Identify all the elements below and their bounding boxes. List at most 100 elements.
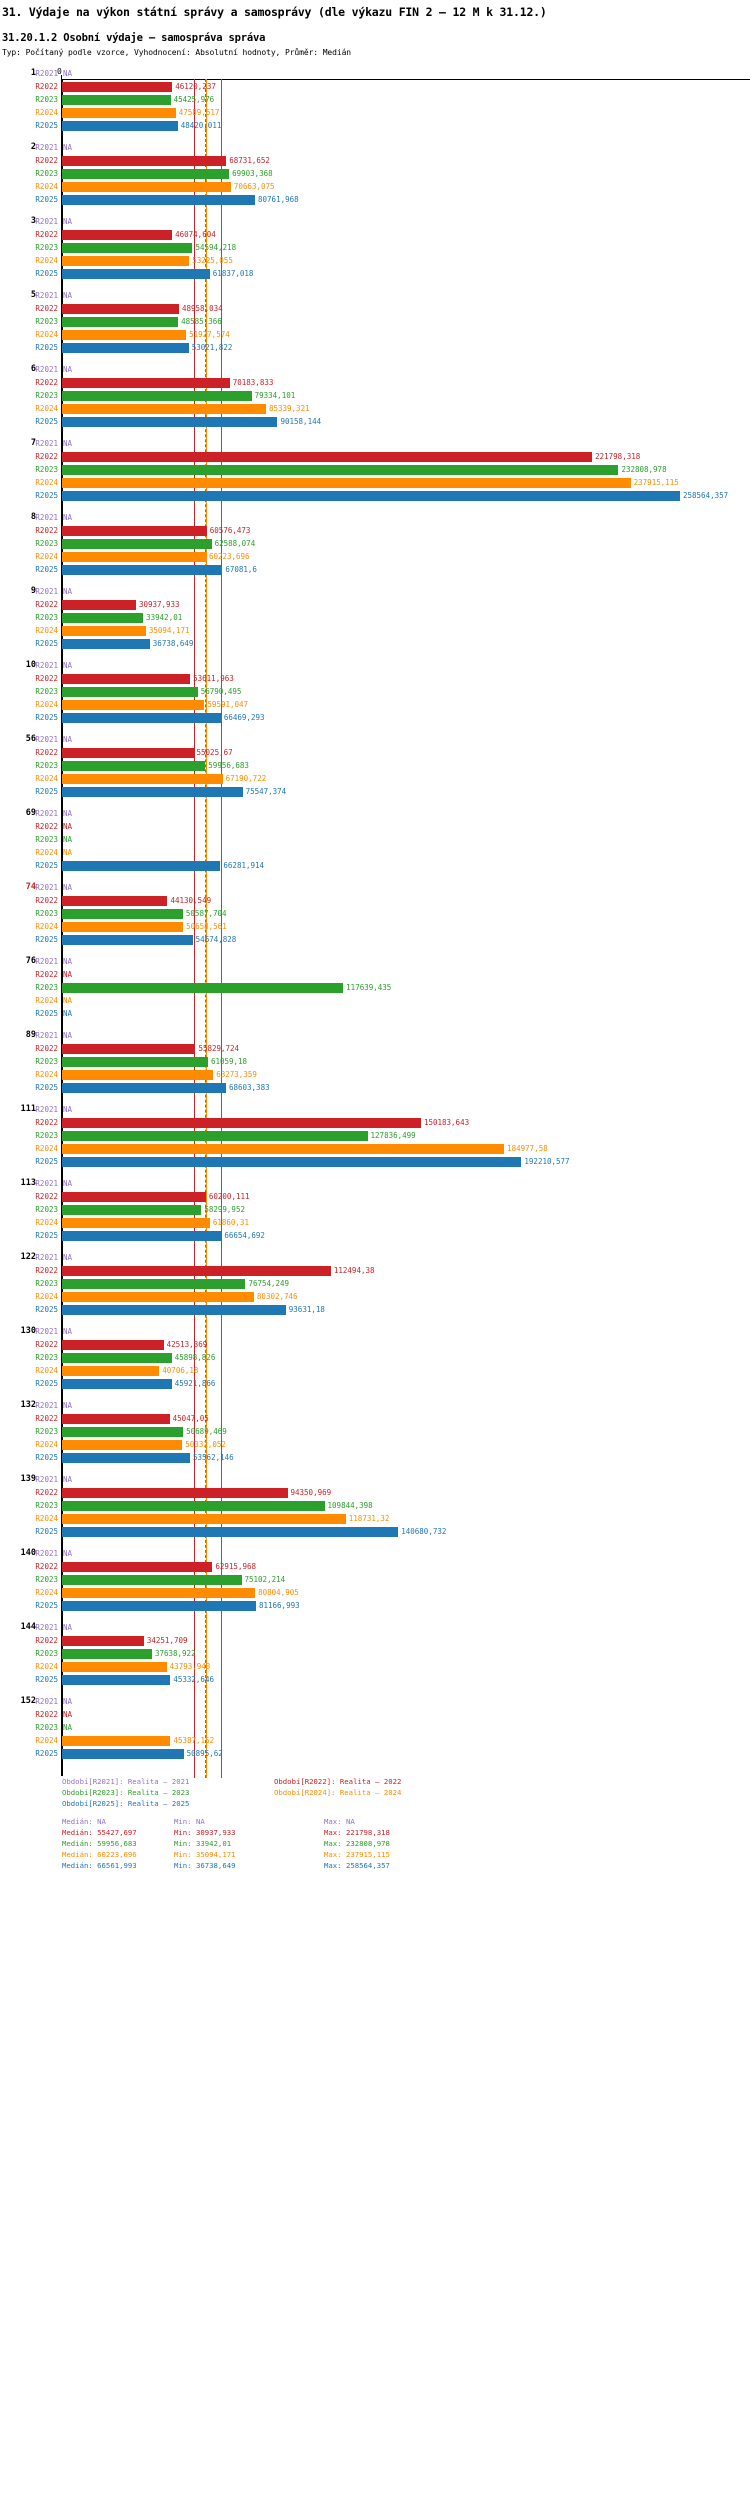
bar-row: R2023 59956,683	[0, 759, 750, 772]
bar[interactable]	[62, 712, 221, 723]
bar[interactable]	[62, 1674, 171, 1685]
bar[interactable]	[62, 451, 593, 462]
bar[interactable]	[62, 107, 176, 118]
bar[interactable]	[62, 686, 198, 697]
bar[interactable]	[62, 403, 266, 414]
bar[interactable]	[62, 1561, 213, 1572]
bar-group: 1 R2021 NA R2022 46120,237 R2023 45425,976 R202…	[0, 67, 750, 132]
bar[interactable]	[62, 551, 206, 562]
bar[interactable]	[62, 1439, 183, 1450]
bar[interactable]	[62, 673, 191, 684]
bar[interactable]	[62, 1426, 184, 1437]
bar[interactable]	[62, 1143, 505, 1154]
bar-value-label: 117639,435	[346, 983, 392, 992]
bar[interactable]	[62, 1378, 172, 1389]
bar[interactable]	[62, 268, 210, 279]
bar[interactable]	[62, 934, 193, 945]
bar[interactable]	[62, 747, 194, 758]
bar[interactable]	[62, 377, 230, 388]
bar[interactable]	[62, 1191, 206, 1202]
bar[interactable]	[62, 329, 187, 340]
bar[interactable]	[62, 1574, 242, 1585]
bar[interactable]	[62, 1500, 325, 1511]
bar[interactable]	[62, 1117, 421, 1128]
bar[interactable]	[62, 120, 178, 131]
bar[interactable]	[62, 1069, 214, 1080]
bar[interactable]	[62, 1413, 170, 1424]
bar[interactable]	[62, 1265, 331, 1276]
bar-row: R2023 45898,826	[0, 1351, 750, 1364]
bar[interactable]	[62, 1230, 222, 1241]
bar[interactable]	[62, 760, 206, 771]
bar-value-label: 94350,969	[290, 1488, 332, 1497]
bar[interactable]	[62, 786, 243, 797]
bar[interactable]	[62, 1526, 399, 1537]
bar[interactable]	[62, 895, 168, 906]
bar[interactable]	[62, 303, 179, 314]
bar[interactable]	[62, 1635, 144, 1646]
bar[interactable]	[62, 1082, 226, 1093]
bar[interactable]	[62, 94, 171, 105]
bar[interactable]	[62, 599, 136, 610]
bar[interactable]	[62, 1278, 246, 1289]
bar[interactable]	[62, 1600, 256, 1611]
bar[interactable]	[62, 316, 179, 327]
bar[interactable]	[62, 81, 173, 92]
bar-value-label: 61860,31	[212, 1218, 249, 1227]
bar[interactable]	[62, 1452, 191, 1463]
bar[interactable]	[62, 1735, 171, 1746]
bar[interactable]	[62, 1217, 210, 1228]
series-label: R2024	[35, 552, 58, 561]
bar[interactable]	[62, 242, 193, 253]
bar[interactable]	[62, 860, 221, 871]
bar-value-label: 56790,495	[200, 687, 242, 696]
bar[interactable]	[62, 564, 223, 575]
bar[interactable]	[62, 1352, 172, 1363]
bar[interactable]	[62, 477, 631, 488]
series-label: R2021	[35, 365, 58, 374]
bar[interactable]	[62, 612, 144, 623]
bar-row: R2023 58299,952	[0, 1203, 750, 1216]
bar[interactable]	[62, 921, 184, 932]
bar[interactable]	[62, 1204, 202, 1215]
bar[interactable]	[62, 982, 344, 993]
bar[interactable]	[62, 229, 173, 240]
bar[interactable]	[62, 1648, 152, 1659]
bar[interactable]	[62, 490, 680, 501]
series-label: R2022	[35, 1118, 58, 1127]
bar[interactable]	[62, 168, 230, 179]
bar[interactable]	[62, 1339, 164, 1350]
bar[interactable]	[62, 625, 146, 636]
bar[interactable]	[62, 1748, 184, 1759]
series-label: R2021	[35, 735, 58, 744]
bar[interactable]	[62, 1513, 346, 1524]
bar[interactable]	[62, 1661, 167, 1672]
bar[interactable]	[62, 181, 231, 192]
bar[interactable]	[62, 773, 223, 784]
bar[interactable]	[62, 416, 278, 427]
series-label: R2024	[35, 1736, 58, 1745]
bar[interactable]	[62, 538, 212, 549]
group-gap	[0, 1094, 750, 1103]
bar[interactable]	[62, 464, 619, 475]
bar[interactable]	[62, 1043, 196, 1054]
bar[interactable]	[62, 1130, 368, 1141]
bar[interactable]	[62, 1156, 522, 1167]
na-value: NA	[63, 217, 73, 226]
bar[interactable]	[62, 1056, 208, 1067]
bar[interactable]	[62, 699, 205, 710]
bar[interactable]	[62, 390, 252, 401]
bar-value-label: 76754,249	[248, 1279, 290, 1288]
bar[interactable]	[62, 908, 183, 919]
bar[interactable]	[62, 155, 227, 166]
bar[interactable]	[62, 1291, 254, 1302]
bar[interactable]	[62, 638, 150, 649]
bar[interactable]	[62, 255, 190, 266]
bar[interactable]	[62, 194, 256, 205]
bar[interactable]	[62, 1365, 160, 1376]
bar[interactable]	[62, 525, 207, 536]
bar[interactable]	[62, 342, 189, 353]
bar[interactable]	[62, 1304, 286, 1315]
bar[interactable]	[62, 1487, 288, 1498]
bar[interactable]	[62, 1587, 256, 1598]
